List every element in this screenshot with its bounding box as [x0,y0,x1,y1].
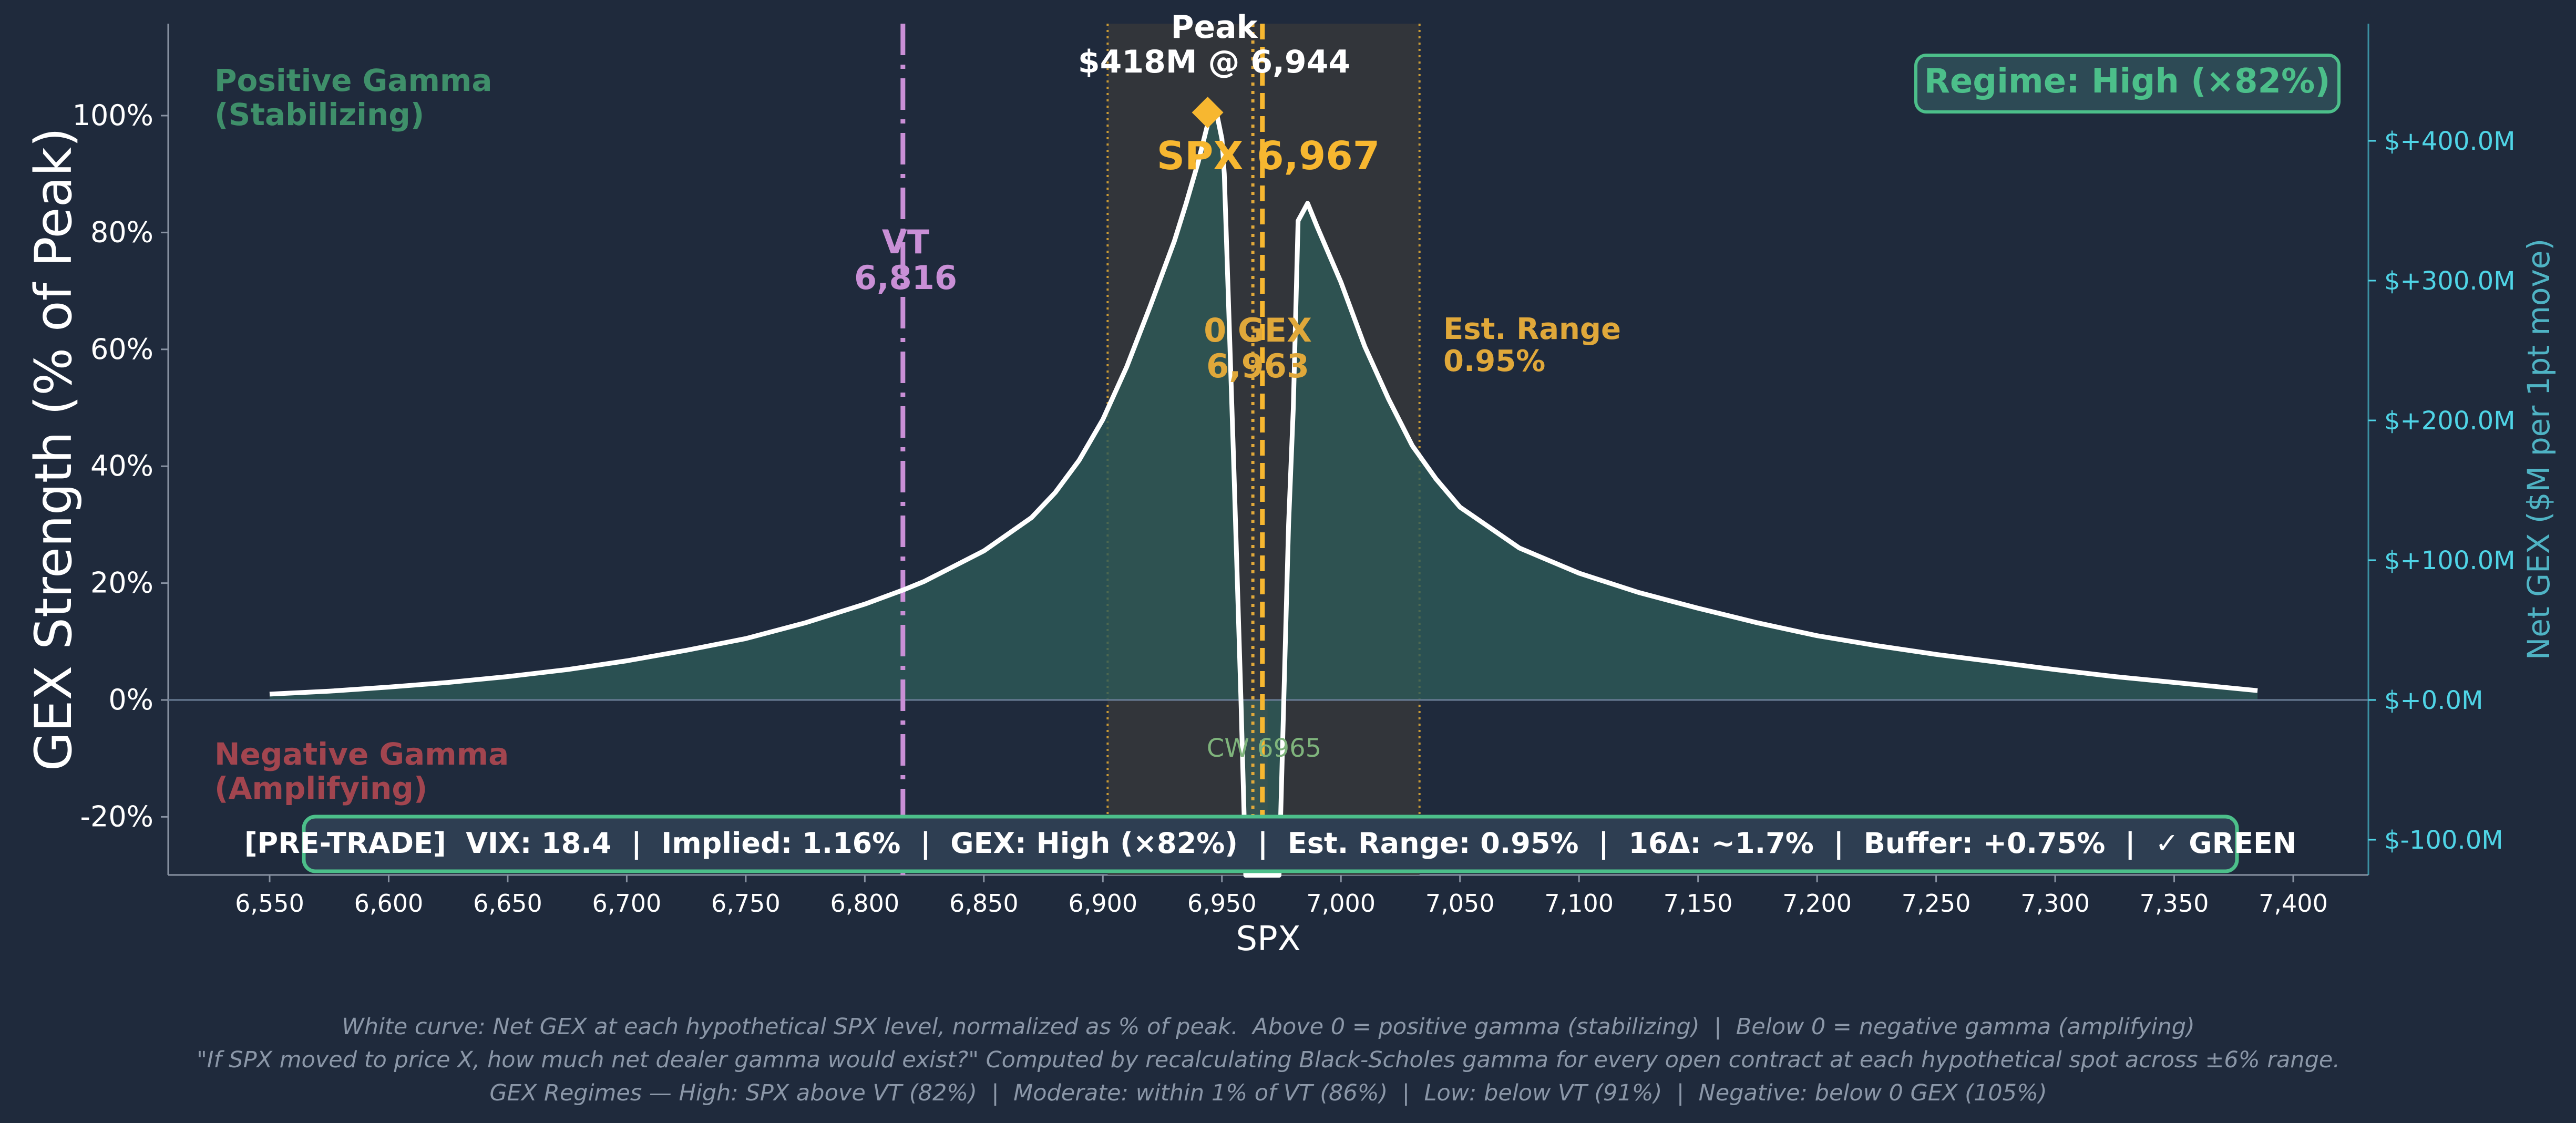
positive-gamma-sublabel: (Stabilizing) [214,97,424,132]
x-tick-label: 6,800 [830,889,900,918]
x-axis-title: SPX [1236,920,1300,959]
x-tick-label: 6,850 [949,889,1019,918]
peak-label: Peak [1171,9,1258,46]
x-tick-label: 7,150 [1664,889,1733,918]
y-tick-label: -20% [80,800,153,833]
negative-gamma-sublabel: (Amplifying) [214,770,427,806]
x-tick-label: 6,550 [235,889,304,918]
x-tick-label: 6,950 [1187,889,1257,918]
x-tick-label: 7,200 [1782,889,1852,918]
x-tick-label: 6,700 [592,889,662,918]
y-axis-ticks: -20% 0% 20% 40% 60% 80% 100% [73,99,168,833]
footnote-line-2: "If SPX moved to price X, how much net d… [197,1047,2340,1073]
est-range-value: 0.95% [1443,344,1545,378]
spx-label: SPX 6,967 [1157,133,1380,179]
est-range-label: Est. Range [1443,312,1621,346]
y2-tick-label: $+300.0M [2384,266,2516,296]
regime-badge [1914,54,2341,114]
positive-gamma-label: Positive Gamma [214,63,492,98]
peak-value-label: $418M @ 6,944 [1078,44,1350,80]
vt-label: VT [882,223,929,261]
x-tick-label: 7,350 [2140,889,2209,918]
x-tick-label: 7,100 [1544,889,1614,918]
y-tick-label: 0% [108,683,153,716]
gex-curve [269,113,2258,878]
y-tick-label: 20% [90,566,153,600]
gex-area-fill [270,116,2258,875]
y2-tick-label: $+400.0M [2384,127,2516,156]
x-tick-label: 6,600 [354,889,424,918]
vt-value: 6,816 [854,259,957,297]
zero-gex-label: 0 GEX [1204,311,1312,349]
x-tick-label: 7,000 [1306,889,1376,918]
y-tick-label: 40% [90,449,153,482]
y-axis-title: GEX Strength (% of Peak) [24,128,83,771]
footnote-line-1: White curve: Net GEX at each hypothetica… [342,1014,2195,1040]
x-tick-label: 6,650 [473,889,542,918]
y-tick-label: 60% [90,333,153,366]
regime-badge-text: Regime: High (×82%) [1924,62,2331,101]
x-tick-label: 6,900 [1068,889,1137,918]
negative-gamma-label: Negative Gamma [214,736,509,772]
call-wall-label: CW 6965 [1207,734,1321,763]
gex-area-layer [270,116,2258,875]
peak-marker [1192,97,1224,128]
y-tick-label: 100% [73,99,153,132]
pre-trade-status-bar [302,815,2239,873]
x-axis-ticks: 6,550 6,600 6,650 6,700 6,750 6,800 6,850 6,900… [235,875,2328,918]
x-tick-label: 7,300 [2020,889,2090,918]
pre-trade-status-text: [PRE-TRADE] VIX: 18.4 | Implied: 1.16% |… [244,827,2296,860]
footnote-line-3: GEX Regimes — High: SPX above VT (82%) |… [489,1080,2047,1106]
zero-gex-value: 6,963 [1206,347,1309,385]
x-tick-label: 7,400 [2259,889,2328,918]
y2-tick-label: $+0.0M [2384,686,2483,715]
reference-lines-layer [900,24,1265,875]
x-tick-label: 7,050 [1425,889,1495,918]
y2-tick-label: $-100.0M [2384,826,2503,855]
x-tick-label: 7,250 [1902,889,1971,918]
y2-axis-ticks: $-100.0M $+0.0M $+100.0M $+200.0M $+300.0M $+… [2368,127,2516,855]
y2-tick-label: $+100.0M [2384,546,2516,575]
y2-tick-label: $+200.0M [2384,406,2516,436]
x-tick-label: 6,750 [711,889,781,918]
y-tick-label: 80% [90,215,153,249]
y2-axis-title: Net GEX ($M per 1pt move) [2521,239,2557,660]
